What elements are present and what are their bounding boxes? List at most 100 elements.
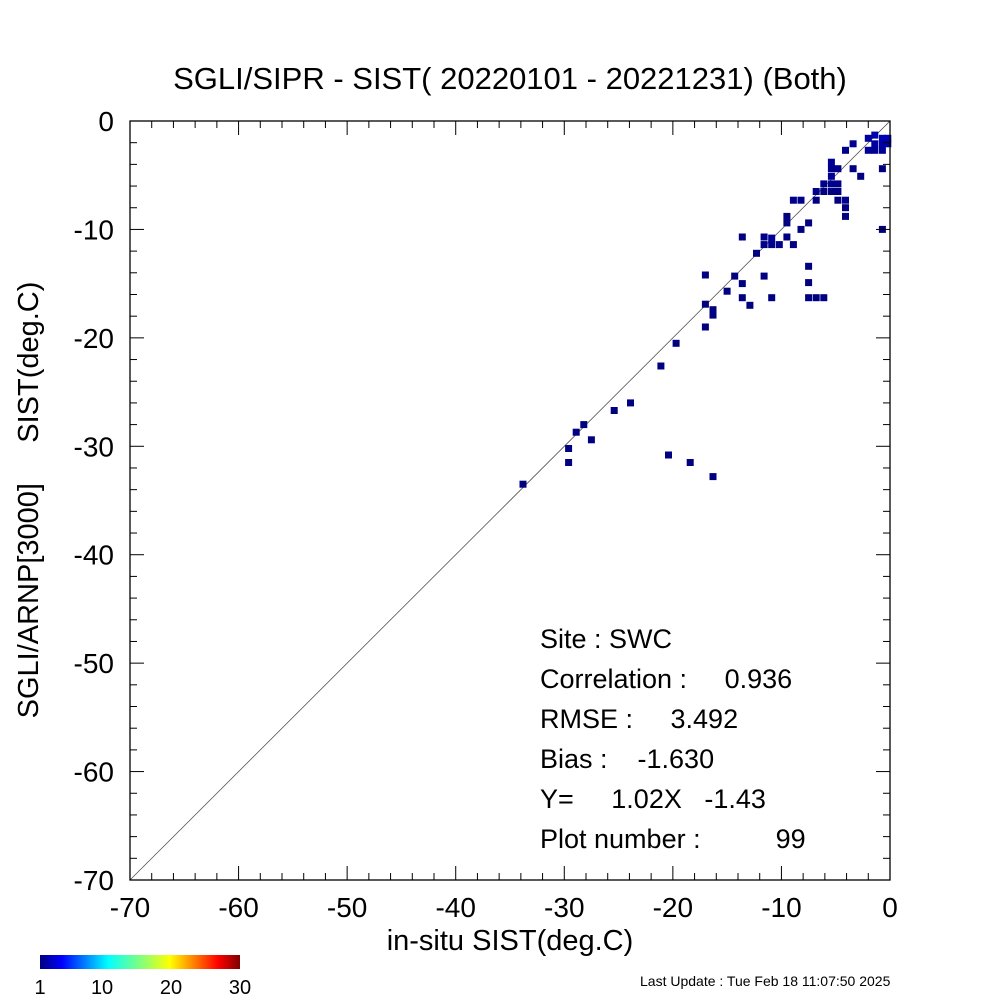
data-point <box>738 280 746 288</box>
data-point <box>805 294 813 302</box>
x-tick-label: -70 <box>110 892 150 923</box>
data-point <box>842 146 849 154</box>
y-tick-label: -50 <box>74 648 114 679</box>
y-tick-label: -60 <box>74 757 114 788</box>
data-point <box>783 219 791 227</box>
color-bar-label: 1 <box>34 977 45 999</box>
data-point <box>878 146 886 154</box>
data-point <box>768 241 776 249</box>
data-point <box>701 300 709 308</box>
data-point <box>760 233 768 241</box>
data-point <box>775 241 783 249</box>
data-point <box>783 212 791 220</box>
stat-bias: Bias : -1.630 <box>540 744 714 774</box>
data-point <box>849 140 857 148</box>
x-tick-label: -30 <box>544 892 584 923</box>
data-point <box>565 445 573 452</box>
data-point <box>864 146 872 154</box>
x-tick-label: -20 <box>653 892 693 923</box>
data-point <box>760 272 768 280</box>
data-point <box>827 158 835 166</box>
data-point <box>857 172 865 180</box>
data-point <box>884 140 892 148</box>
data-point <box>871 131 879 139</box>
stat-plot-number: Plot number : 99 <box>540 824 806 854</box>
data-point <box>812 294 820 302</box>
data-point <box>820 294 828 302</box>
data-point <box>812 188 820 195</box>
data-point <box>884 134 892 142</box>
data-point <box>812 196 820 204</box>
color-bar-label: 30 <box>229 977 251 999</box>
data-point <box>672 339 680 347</box>
data-point <box>797 196 805 204</box>
data-point <box>789 196 797 204</box>
data-point <box>746 301 754 309</box>
y-tick-label: 0 <box>98 106 114 137</box>
data-point <box>610 407 618 414</box>
y-tick-label: -20 <box>74 323 114 354</box>
x-tick-label: -60 <box>218 892 258 923</box>
x-tick-label: -40 <box>435 892 475 923</box>
data-point <box>701 271 709 279</box>
data-point <box>753 249 760 257</box>
data-point <box>871 146 879 154</box>
data-point <box>701 323 709 331</box>
data-point <box>834 188 842 195</box>
data-point <box>789 241 797 249</box>
x-axis-label: in-situ SIST(deg.C) <box>387 925 634 957</box>
stat-rmse: RMSE : 3.492 <box>540 704 738 734</box>
y-tick-label: -10 <box>74 214 114 245</box>
data-point <box>842 212 849 220</box>
stat-correlation: Correlation : 0.936 <box>540 664 792 694</box>
data-point <box>805 279 813 287</box>
data-point <box>768 294 776 302</box>
data-point <box>709 473 717 481</box>
data-point <box>820 180 828 188</box>
data-point <box>827 180 835 188</box>
data-point <box>827 172 835 180</box>
data-point <box>805 262 813 270</box>
one-to-one-line <box>129 120 891 881</box>
data-point <box>738 233 746 241</box>
data-point <box>797 225 805 233</box>
data-point <box>834 165 842 173</box>
data-point <box>709 306 717 314</box>
plot-frame <box>129 120 891 881</box>
data-point <box>878 140 886 148</box>
data-point <box>738 294 746 302</box>
x-tick-label: 0 <box>882 892 898 923</box>
data-point <box>768 234 776 242</box>
data-point <box>686 459 694 466</box>
data-point <box>657 362 665 370</box>
data-point <box>665 451 672 459</box>
data-point <box>731 272 739 280</box>
data-point <box>709 311 717 319</box>
data-point <box>827 165 835 173</box>
data-point <box>834 196 842 204</box>
data-point <box>878 134 886 142</box>
data-point <box>783 233 791 241</box>
x-tick-label: -10 <box>761 892 801 923</box>
y-tick-label: -70 <box>74 865 114 896</box>
last-update-text: Last Update : Tue Feb 18 11:07:50 2025 <box>640 973 891 989</box>
data-point <box>820 188 828 195</box>
data-point <box>627 399 634 407</box>
data-point <box>580 421 588 429</box>
data-point <box>565 459 573 466</box>
chart-title: SGLI/SIPR - SIST( 20220101 - 20221231) (… <box>173 61 847 96</box>
color-bar-label: 10 <box>91 977 113 999</box>
y-tick-label: -30 <box>74 431 114 462</box>
data-point <box>842 196 849 204</box>
y-tick-label: -40 <box>74 540 114 571</box>
data-point <box>842 204 849 212</box>
data-point <box>519 480 527 488</box>
data-point <box>760 241 768 249</box>
data-point <box>878 165 886 173</box>
stat-regression: Y= 1.02X -1.43 <box>540 784 766 814</box>
color-bar-label: 20 <box>160 977 182 999</box>
data-point <box>827 188 835 195</box>
color-bar <box>40 955 240 969</box>
data-point <box>572 428 580 436</box>
